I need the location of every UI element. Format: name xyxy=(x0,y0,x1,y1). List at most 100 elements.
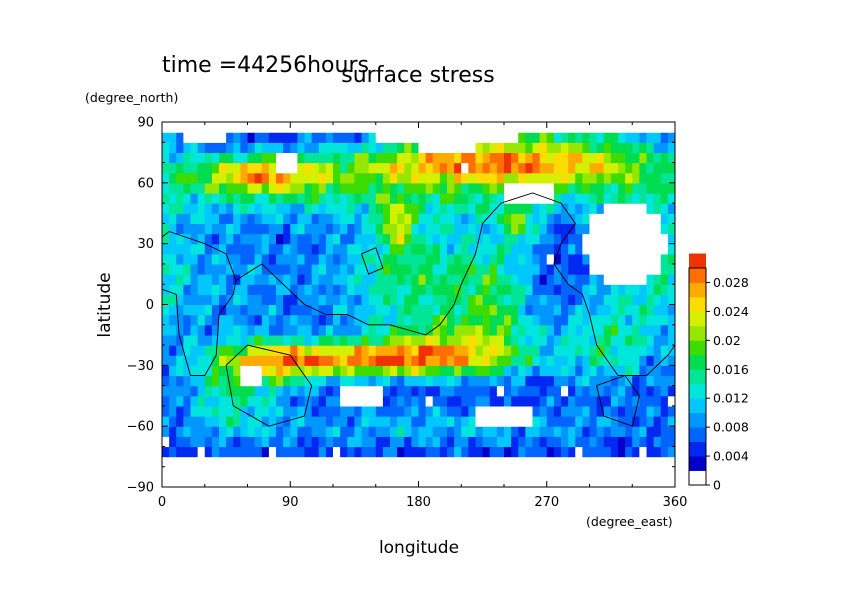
heatmap-cell xyxy=(183,294,192,306)
heatmap-cell xyxy=(233,355,241,366)
heatmap-cell xyxy=(240,122,249,133)
heatmap-cell xyxy=(667,223,675,235)
heatmap-cell xyxy=(368,466,377,478)
heatmap-cell xyxy=(568,182,576,194)
heatmap-cell xyxy=(553,405,562,417)
heatmap-cell xyxy=(183,263,192,275)
heatmap-cell xyxy=(432,456,441,468)
heatmap-cell xyxy=(639,405,648,417)
heatmap-cell xyxy=(504,142,512,154)
heatmap-cell xyxy=(183,365,192,377)
heatmap-cell xyxy=(268,233,277,245)
heatmap-cell xyxy=(439,355,448,366)
y-tick-label: 0 xyxy=(146,298,154,313)
heatmap-cell xyxy=(511,223,519,235)
heatmap-cell xyxy=(632,253,640,265)
heatmap-cell xyxy=(468,334,477,346)
heatmap-cell xyxy=(226,223,234,235)
heatmap-cell xyxy=(418,213,427,224)
heatmap-cell xyxy=(304,466,313,478)
heatmap-cell xyxy=(603,365,612,377)
heatmap-cell xyxy=(447,375,455,387)
heatmap-cell xyxy=(475,466,484,478)
heatmap-cell xyxy=(162,182,170,194)
heatmap-cell xyxy=(397,253,405,265)
heatmap-cell xyxy=(561,152,569,164)
heatmap-cell xyxy=(382,395,391,407)
heatmap-cell xyxy=(482,345,491,356)
heatmap-cell xyxy=(190,213,199,224)
heatmap-cell xyxy=(518,446,526,458)
heatmap-cell xyxy=(496,476,505,487)
heatmap-cell xyxy=(582,304,591,316)
heatmap-cell xyxy=(361,142,370,154)
heatmap-cell xyxy=(347,375,355,387)
heatmap-cell xyxy=(325,172,334,184)
heatmap-cell xyxy=(575,426,583,437)
heatmap-cell xyxy=(468,122,477,133)
heatmap-cell xyxy=(333,243,341,255)
heatmap-cell xyxy=(596,253,605,265)
heatmap-cell xyxy=(447,466,455,478)
heatmap-cell xyxy=(375,233,384,245)
heatmap-cell xyxy=(233,416,241,427)
heatmap-cell xyxy=(354,446,363,458)
heatmap-cell xyxy=(176,223,184,235)
heatmap-cell xyxy=(425,466,434,478)
heatmap-cell xyxy=(197,334,206,346)
heatmap-cell xyxy=(411,263,420,275)
heatmap-cell xyxy=(162,324,170,336)
heatmap-cell xyxy=(582,152,591,164)
heatmap-cell xyxy=(603,304,612,316)
heatmap-cell xyxy=(425,142,434,154)
heatmap-cell xyxy=(589,304,598,316)
heatmap-cell xyxy=(411,274,420,285)
heatmap-cell xyxy=(539,172,548,184)
heatmap-cell xyxy=(482,446,491,458)
heatmap-cell xyxy=(425,192,434,204)
heatmap-cell xyxy=(219,122,227,133)
heatmap-cell xyxy=(553,132,562,143)
heatmap-cell xyxy=(162,213,170,224)
heatmap-cell xyxy=(197,152,206,164)
heatmap-cell xyxy=(297,132,306,143)
heatmap-cell xyxy=(411,416,420,427)
heatmap-cell xyxy=(240,203,249,214)
heatmap-cell xyxy=(596,375,605,387)
heatmap-cell xyxy=(204,304,213,316)
heatmap-cell xyxy=(233,446,241,458)
heatmap-cell xyxy=(518,334,526,346)
heatmap-cell xyxy=(219,182,227,194)
heatmap-cell xyxy=(176,334,184,346)
heatmap-cell xyxy=(561,345,569,356)
heatmap-cell xyxy=(618,253,626,265)
heatmap-cell xyxy=(197,345,206,356)
heatmap-cell xyxy=(546,274,555,285)
heatmap-cell xyxy=(219,395,227,407)
heatmap-cell xyxy=(162,466,170,478)
heatmap-cell xyxy=(211,395,220,407)
heatmap-cell xyxy=(518,223,526,235)
heatmap-cell xyxy=(482,294,491,306)
heatmap-cell xyxy=(639,284,648,295)
heatmap-cell xyxy=(204,274,213,285)
heatmap-cell xyxy=(568,172,576,184)
heatmap-cell xyxy=(639,426,648,437)
heatmap-cell xyxy=(553,345,562,356)
heatmap-cell xyxy=(482,233,491,245)
heatmap-cell xyxy=(318,466,327,478)
heatmap-cell xyxy=(610,132,619,143)
heatmap-cell xyxy=(553,294,562,306)
heatmap-cell xyxy=(404,375,412,387)
heatmap-cell xyxy=(447,162,455,174)
heatmap-cell xyxy=(432,436,441,448)
heatmap-cell xyxy=(625,223,633,235)
heatmap-cell xyxy=(468,284,477,295)
heatmap-cell xyxy=(475,192,484,204)
heatmap-cell xyxy=(482,162,491,174)
heatmap-cell xyxy=(632,233,640,245)
heatmap-cell xyxy=(489,294,498,306)
heatmap-cell xyxy=(653,213,662,224)
heatmap-cell xyxy=(304,233,313,245)
